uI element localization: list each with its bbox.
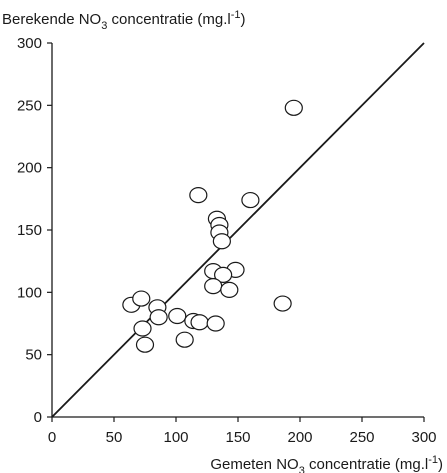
x-tick-labels: 0 50 100 150 200 250 300 (48, 429, 437, 446)
x-axis-label: Gemeten NO3 concentratie (mg.l-1) (210, 454, 443, 473)
data-point (273, 295, 292, 312)
data-point (190, 314, 209, 331)
axes (47, 42, 425, 422)
data-point (206, 315, 225, 332)
data-point (284, 99, 303, 116)
x-tick-label: 50 (106, 429, 123, 446)
data-point (220, 281, 239, 298)
y-axis-label: Berekende NO3 concentratie (mg.l-1) (2, 9, 246, 32)
y-tick-label: 100 (17, 284, 42, 301)
x-tick-label: 250 (349, 429, 374, 446)
y-tick-label: 150 (17, 222, 42, 239)
data-point (189, 186, 208, 204)
data-point (132, 290, 151, 307)
data-point (204, 278, 223, 295)
data-point (135, 336, 155, 353)
x-tick-label: 200 (287, 429, 312, 446)
y-tick-label: 0 (34, 409, 42, 426)
data-points (122, 99, 303, 353)
identity-line (51, 42, 425, 418)
x-tick-label: 150 (225, 429, 250, 446)
y-tick-label: 250 (17, 97, 42, 114)
y-tick-label: 50 (25, 347, 42, 364)
data-point (175, 331, 194, 348)
x-tick-label: 100 (163, 429, 188, 446)
y-tick-labels: 0 50 100 150 200 250 300 (17, 35, 42, 426)
data-point (214, 266, 233, 283)
data-point (168, 307, 187, 325)
data-point (133, 320, 152, 337)
identity-line-path (51, 42, 425, 418)
y-tick-label: 200 (17, 160, 42, 177)
data-point (149, 309, 168, 326)
y-tick-label: 300 (17, 35, 42, 52)
data-point (212, 233, 231, 250)
x-tick-label: 0 (48, 429, 56, 446)
x-tick-label: 300 (411, 429, 436, 446)
data-point (241, 191, 260, 209)
